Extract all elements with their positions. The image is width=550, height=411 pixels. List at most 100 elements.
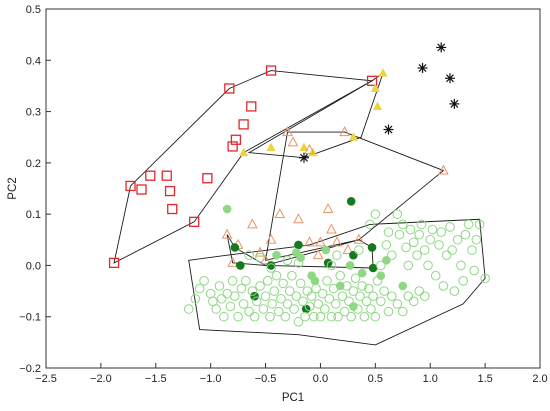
data-point — [367, 243, 377, 252]
y-tick-label: 0.4 — [26, 55, 41, 67]
data-point — [463, 219, 474, 230]
x-tick-label: −1.5 — [145, 373, 167, 385]
data-point — [408, 296, 419, 307]
data-point — [125, 180, 136, 192]
data-point — [287, 270, 297, 281]
data-point — [199, 276, 209, 286]
data-point — [348, 286, 359, 296]
data-point — [417, 62, 428, 73]
data-point — [387, 250, 397, 260]
data-point — [274, 208, 286, 219]
data-point — [359, 311, 370, 322]
data-point — [202, 173, 213, 184]
data-point — [436, 42, 447, 53]
axis-layer: −2.5 −2.0 −1.5 −1.0 −0.5 0.0 0.5 1.0 1.5 2.0 −0.2 −… — [19, 4, 547, 385]
data-point — [239, 147, 249, 157]
data-point — [221, 228, 233, 239]
series-circle-open — [183, 209, 490, 327]
data-point — [397, 306, 408, 317]
data-point — [313, 299, 324, 309]
plot-frame — [45, 8, 541, 369]
data-point — [449, 286, 460, 296]
data-point — [322, 276, 332, 286]
data-point — [392, 299, 403, 309]
data-point — [271, 270, 282, 281]
data-point — [381, 240, 392, 250]
data-point — [236, 261, 245, 270]
y-axis-title: PC2 — [7, 177, 19, 199]
data-point — [254, 246, 266, 257]
data-point — [280, 311, 291, 322]
data-point — [394, 229, 405, 240]
data-point — [278, 278, 288, 289]
data-point — [352, 304, 363, 314]
x-tick-label: −2.0 — [90, 373, 112, 385]
data-point — [269, 286, 280, 296]
data-point — [309, 311, 319, 322]
data-point — [183, 304, 194, 314]
data-point — [342, 243, 354, 255]
data-point — [328, 283, 339, 294]
data-point — [345, 261, 355, 270]
data-point — [291, 291, 302, 302]
data-point — [445, 222, 455, 232]
data-point — [265, 65, 277, 76]
data-point — [434, 240, 444, 250]
data-point — [370, 83, 380, 92]
data-point — [247, 218, 258, 229]
data-point — [423, 260, 433, 271]
data-point — [401, 242, 411, 253]
data-point — [419, 291, 430, 302]
data-point — [190, 293, 201, 304]
group-hull — [188, 218, 486, 346]
data-point — [471, 234, 482, 245]
y-tick-label: −0.1 — [19, 312, 41, 324]
data-point — [238, 119, 249, 130]
data-point — [216, 293, 227, 304]
data-point — [236, 283, 247, 294]
data-point — [312, 249, 324, 260]
data-point — [304, 236, 315, 247]
data-point — [344, 296, 354, 307]
data-point — [368, 291, 378, 302]
data-point — [289, 304, 299, 314]
data-point — [438, 164, 449, 175]
data-point — [108, 257, 120, 269]
data-point — [370, 209, 381, 219]
data-point — [346, 197, 356, 206]
data-point — [222, 204, 232, 214]
data-point — [265, 233, 277, 244]
data-point — [317, 288, 328, 299]
data-point — [403, 291, 414, 302]
data-point — [267, 299, 277, 309]
data-point — [357, 268, 367, 278]
data-point — [444, 73, 455, 84]
data-point — [467, 245, 477, 255]
data-point — [294, 240, 303, 250]
x-tick-label: 1.5 — [477, 373, 492, 385]
data-point — [293, 317, 304, 327]
data-point — [284, 286, 295, 296]
data-point — [452, 234, 463, 245]
data-point — [306, 291, 317, 302]
data-point — [230, 243, 240, 252]
data-point — [416, 219, 427, 230]
point-layer — [108, 42, 490, 327]
x-tick-label: 0.5 — [368, 373, 383, 385]
data-point — [315, 236, 326, 247]
data-point — [282, 126, 293, 137]
data-point — [436, 227, 447, 237]
data-point — [458, 276, 468, 286]
data-point — [255, 252, 265, 263]
y-tick-label: 0.0 — [26, 260, 41, 272]
x-tick-label: −1.0 — [200, 373, 222, 385]
data-point — [430, 270, 441, 281]
data-point — [332, 250, 342, 260]
y-tick-label: −0.2 — [19, 363, 41, 375]
data-point — [339, 126, 350, 137]
data-point — [383, 124, 394, 135]
data-point — [161, 170, 172, 181]
data-point — [322, 202, 334, 214]
y-tick-label: 0.5 — [26, 4, 41, 16]
